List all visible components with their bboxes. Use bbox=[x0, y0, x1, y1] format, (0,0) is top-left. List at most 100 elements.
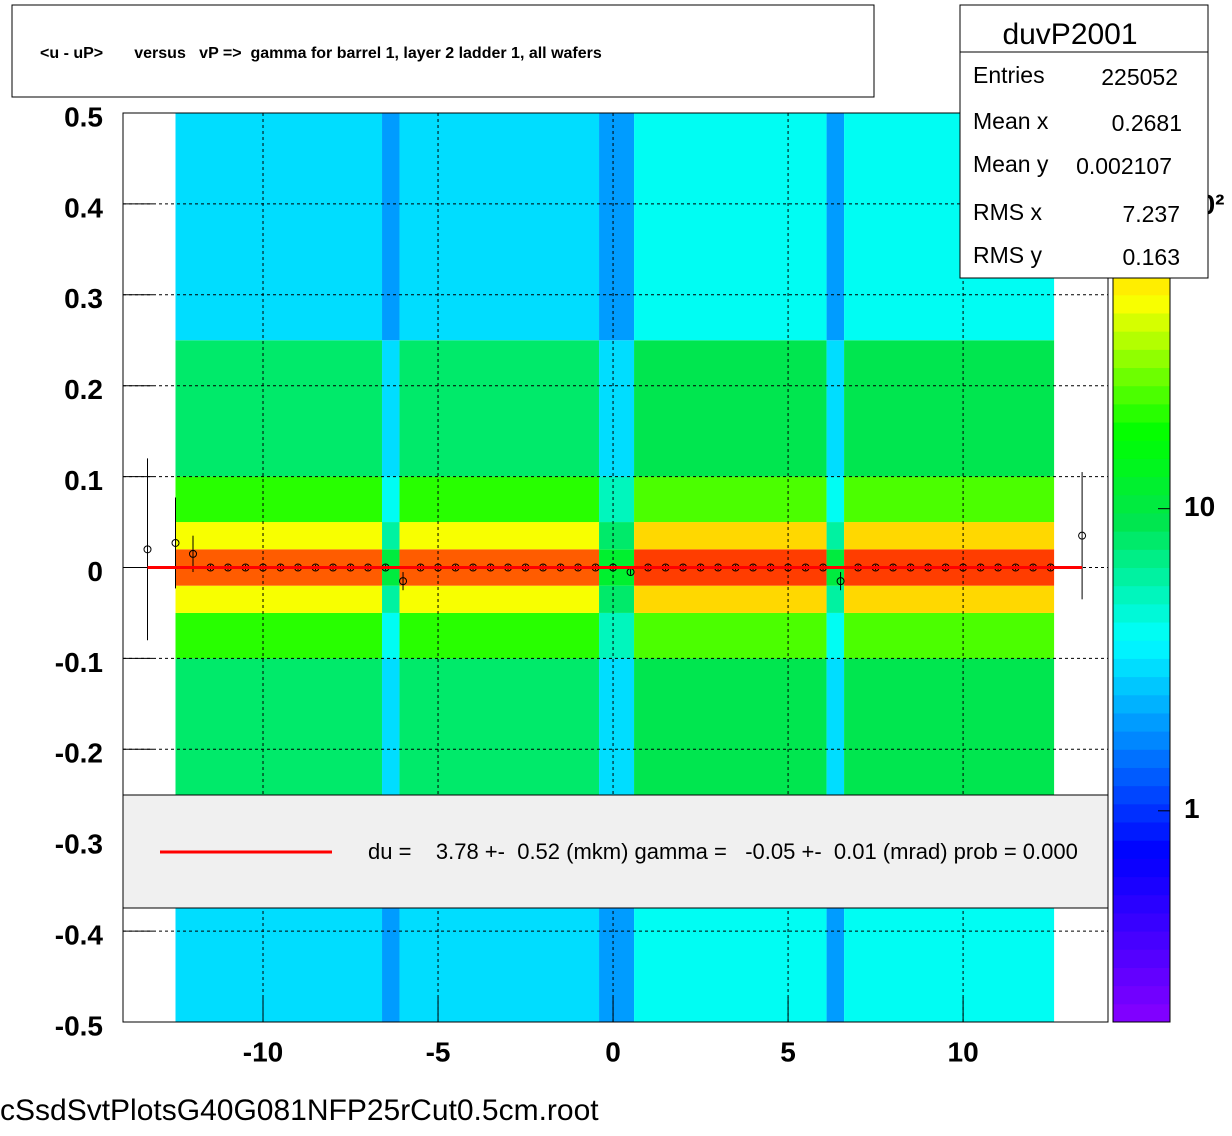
palette-step bbox=[1113, 749, 1170, 768]
stats-title: duvP2001 bbox=[1002, 18, 1137, 51]
palette-step bbox=[1113, 894, 1170, 914]
y-tick-label: -0.2 bbox=[55, 738, 103, 769]
heatmap-cell bbox=[844, 658, 1055, 795]
heatmap-cell bbox=[175, 585, 383, 613]
palette-step bbox=[1113, 712, 1170, 732]
heatmap-cell bbox=[826, 522, 845, 550]
stats-value: 7.237 bbox=[1122, 201, 1180, 227]
heatmap-cell bbox=[599, 340, 635, 477]
stats-label: RMS x bbox=[973, 199, 1043, 225]
heatmap-cell bbox=[844, 612, 1055, 659]
profile-point bbox=[171, 538, 180, 547]
title-box bbox=[11, 4, 875, 98]
palette-step bbox=[1113, 622, 1170, 641]
heatmap-cell bbox=[399, 476, 600, 523]
palette-step bbox=[1113, 803, 1170, 823]
plot-area: -10 -5 0 5 10 -0.5 -0.4 -0.3 -0.2 -0.1 0 0.1 0.2 0.3 0… bbox=[55, 101, 1109, 1067]
y-tick-label: -0.1 bbox=[55, 647, 103, 678]
palette-step bbox=[1113, 385, 1170, 405]
palette-step bbox=[1113, 494, 1170, 514]
heatmap-cell bbox=[826, 113, 845, 341]
heatmap-cell bbox=[382, 113, 400, 341]
heatmap-cell bbox=[175, 476, 383, 523]
heatmap-cell bbox=[844, 476, 1055, 523]
legend-label: du = 3.78 +- 0.52 (mkm) gamma = -0.05 +-… bbox=[368, 839, 1078, 864]
palette-step bbox=[1113, 476, 1170, 496]
heatmap-cell bbox=[826, 658, 845, 795]
profile-point bbox=[399, 577, 408, 586]
heatmap-cell bbox=[634, 476, 827, 523]
chart-title: <u - uP> versus vP => gamma for barrel 1… bbox=[40, 45, 602, 62]
heatmap-cell bbox=[844, 340, 1055, 477]
heatmap-cell bbox=[826, 612, 845, 659]
palette-step bbox=[1113, 785, 1170, 805]
heatmap-cell bbox=[844, 585, 1055, 613]
palette-step bbox=[1113, 585, 1170, 605]
y-tick-label: -0.3 bbox=[55, 829, 103, 860]
palette-step bbox=[1113, 549, 1170, 568]
heatmap-cell bbox=[175, 113, 383, 341]
heatmap-cell bbox=[844, 522, 1055, 550]
palette-step bbox=[1113, 731, 1170, 750]
heatmap-cell bbox=[382, 476, 400, 523]
heatmap-cell bbox=[175, 658, 383, 795]
frame bbox=[122, 112, 1109, 1023]
palette-step bbox=[1113, 931, 1170, 950]
profile-point bbox=[143, 545, 152, 554]
palette-step bbox=[1113, 458, 1170, 478]
heatmap-cell bbox=[382, 585, 400, 613]
palette-step bbox=[1113, 294, 1170, 314]
palette-step bbox=[1113, 349, 1170, 369]
stats-label: RMS y bbox=[973, 242, 1043, 268]
heatmap-cell bbox=[175, 522, 383, 550]
palette-step bbox=[1113, 440, 1170, 459]
heatmap-cell bbox=[399, 340, 600, 477]
heatmap-cell bbox=[399, 522, 600, 550]
palette-step bbox=[1113, 276, 1170, 296]
palette-step bbox=[1113, 403, 1170, 423]
palette-step bbox=[1113, 676, 1170, 696]
y-tick-label: 0.5 bbox=[64, 101, 103, 132]
profile-point bbox=[836, 577, 845, 586]
palette-step bbox=[1113, 876, 1170, 896]
heatmap-cell bbox=[634, 113, 827, 341]
x-tick-label: 10 bbox=[948, 1036, 979, 1067]
y-tick-label: -0.4 bbox=[55, 919, 104, 950]
heatmap-cell bbox=[599, 476, 635, 523]
palette-step bbox=[1113, 312, 1170, 332]
heatmap-cell bbox=[634, 340, 827, 477]
heatmap-cell bbox=[399, 658, 600, 795]
z-tick-label: 10 bbox=[1184, 491, 1215, 522]
palette-step bbox=[1113, 367, 1170, 387]
heatmap-cell bbox=[599, 522, 635, 550]
heatmap-cell bbox=[634, 612, 827, 659]
stats-value: 225052 bbox=[1101, 64, 1178, 90]
heatmap-cell bbox=[382, 340, 400, 477]
heatmap-cell bbox=[399, 612, 600, 659]
palette-step bbox=[1113, 858, 1170, 878]
palette-step bbox=[1113, 658, 1170, 678]
palette-step bbox=[1113, 567, 1170, 587]
y-tick-label: 0 bbox=[87, 556, 103, 587]
palette-step bbox=[1113, 531, 1170, 550]
heatmap-cell bbox=[634, 522, 827, 550]
stats-value: 0.163 bbox=[1122, 244, 1180, 270]
palette-step bbox=[1113, 912, 1170, 932]
heatmap-cell bbox=[175, 340, 383, 477]
palette-step bbox=[1113, 949, 1170, 968]
heatmap-cell bbox=[399, 585, 600, 613]
y-tick-label: 0.3 bbox=[64, 283, 103, 314]
palette-step bbox=[1113, 985, 1170, 1005]
heatmap-cell bbox=[599, 612, 635, 659]
heatmap-cell bbox=[175, 612, 383, 659]
palette-step bbox=[1113, 422, 1170, 441]
palette-step bbox=[1113, 1003, 1170, 1023]
palette-step bbox=[1113, 967, 1170, 987]
stats-value: 0.002107 bbox=[1076, 153, 1172, 179]
palette-step bbox=[1113, 640, 1170, 659]
profile-point bbox=[1078, 531, 1087, 540]
y-tick-label: -0.5 bbox=[55, 1010, 103, 1041]
palette-step bbox=[1113, 512, 1170, 532]
profile-point bbox=[189, 549, 198, 558]
